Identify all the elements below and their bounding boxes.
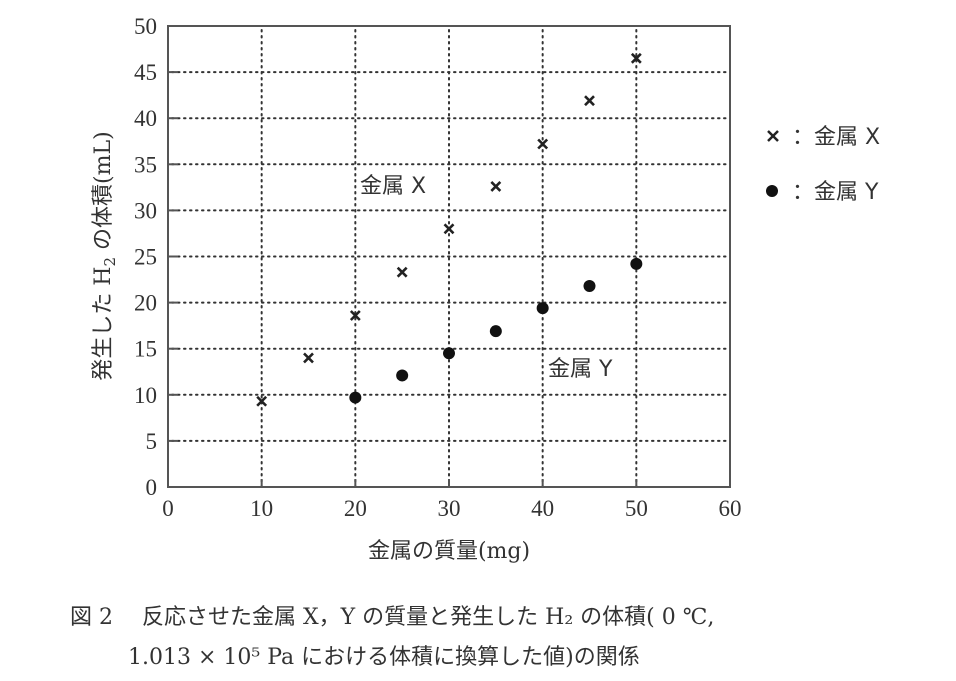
x-tick-label: 30 xyxy=(438,496,461,521)
circle-marker-icon xyxy=(536,302,549,315)
data-points xyxy=(256,52,643,407)
x-marker-icon xyxy=(303,352,314,364)
figure-caption: 図 2 反応させた金属 X，Y の質量と発生した H₂ の体積( 0 ℃, 1.… xyxy=(70,598,714,678)
y-tick-label: 30 xyxy=(134,198,157,223)
x-tick-label: 50 xyxy=(625,496,648,521)
y-tick-label: 40 xyxy=(134,106,157,131)
legend-y-marker-icon xyxy=(766,185,778,197)
y-tick-label: 20 xyxy=(134,291,157,316)
x-tick-label: 20 xyxy=(344,496,367,521)
x-marker-icon xyxy=(443,223,455,235)
x-tick-label: 60 xyxy=(719,496,742,521)
circle-marker-icon xyxy=(396,369,409,382)
circle-marker-icon xyxy=(583,280,596,293)
y-tick-label: 5 xyxy=(146,429,158,454)
y-tick-label: 25 xyxy=(134,245,157,270)
axis-ticks: 0 10 20 30 40 50 60 0 5 10 15 20 25 30 35 40 45 50 xyxy=(134,14,742,521)
circle-marker-icon xyxy=(630,257,643,270)
x-axis-label: 金属の質量(mg) xyxy=(368,539,530,564)
legend-x-marker-icon xyxy=(767,130,779,142)
circle-marker-icon xyxy=(489,325,502,338)
caption-line-2: 1.013 × 10⁵ Pa における体積に換算した値)の関係 xyxy=(128,645,640,670)
legend-y-label: ：金属 Y xyxy=(792,180,879,205)
x-tick-label: 40 xyxy=(531,496,554,521)
y-tick-label: 35 xyxy=(134,152,157,177)
annotation-metal-x: 金属 X xyxy=(360,174,426,199)
y-tick-label: 10 xyxy=(134,383,157,408)
x-marker-icon xyxy=(349,310,361,321)
x-tick-label: 0 xyxy=(162,496,174,521)
y-tick-label: 50 xyxy=(134,14,157,39)
scatter-chart: 0 10 20 30 40 50 60 0 5 10 15 20 25 30 35 40 45 50 金属 X 金… xyxy=(91,14,880,564)
caption-line-1: 図 2 反応させた金属 X，Y の質量と発生した H₂ の体積( 0 ℃, xyxy=(70,605,715,630)
circle-marker-icon xyxy=(349,391,362,404)
x-marker-icon xyxy=(256,395,268,407)
x-marker-icon xyxy=(396,266,408,278)
annotation-metal-y: 金属 Y xyxy=(548,357,613,382)
x-tick-label: 10 xyxy=(250,496,273,521)
x-marker-icon xyxy=(630,52,642,64)
x-marker-icon xyxy=(537,138,549,150)
grid-lines xyxy=(171,29,731,488)
y-axis-label: 発生した H2 の体積(mL) xyxy=(91,131,119,380)
x-marker-icon xyxy=(584,95,595,107)
y-tick-label: 15 xyxy=(134,337,157,362)
y-tick-label: 0 xyxy=(146,475,158,500)
legend-x-label: ：金属 X xyxy=(792,125,880,150)
x-marker-icon xyxy=(490,181,502,192)
legend: ：金属 X ：金属 Y xyxy=(766,125,880,205)
circle-marker-icon xyxy=(443,347,455,360)
y-tick-label: 45 xyxy=(134,60,157,85)
